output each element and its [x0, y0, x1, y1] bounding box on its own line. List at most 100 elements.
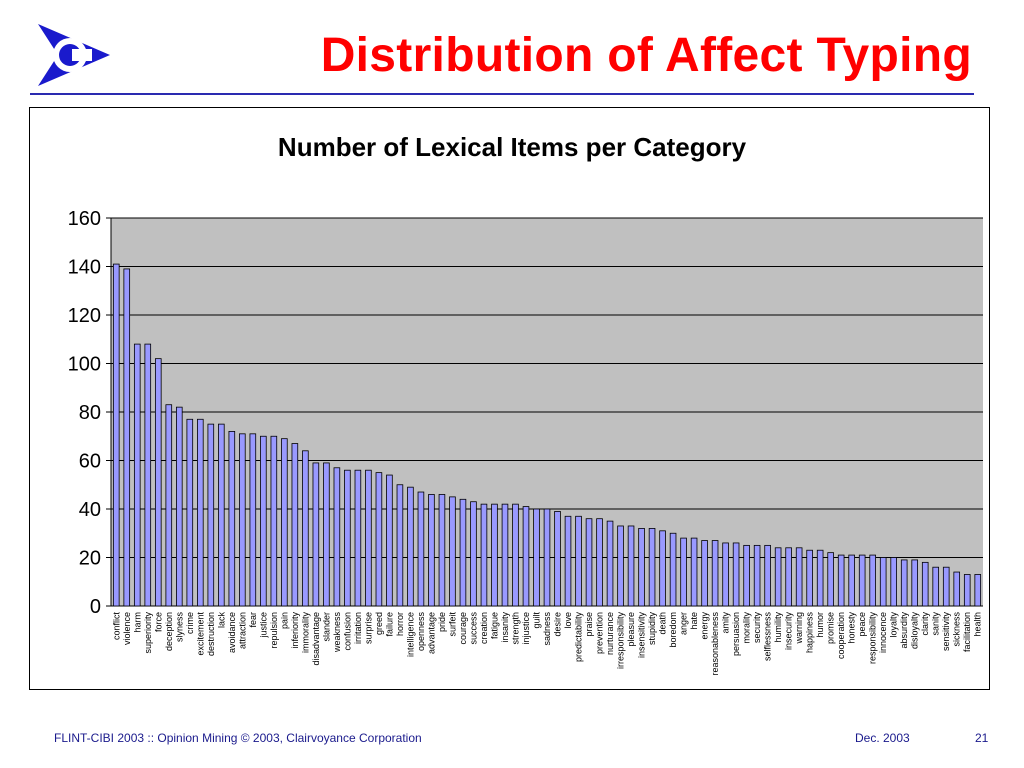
category-label: force [153, 612, 163, 632]
bar [175, 406, 183, 607]
bar [365, 469, 372, 607]
category-label: slyness [174, 612, 184, 643]
bar [470, 501, 477, 607]
bar [186, 418, 194, 607]
bar [417, 491, 425, 607]
bar [459, 498, 467, 607]
bar [543, 508, 551, 607]
chart-title: Number of Lexical Items per Category [278, 132, 747, 162]
category-label: cooperation [836, 612, 846, 659]
category-label: love [563, 612, 573, 629]
bar [575, 515, 582, 607]
category-label: promise [826, 612, 836, 644]
category-label: boredom [668, 612, 678, 648]
category-label: attraction [237, 612, 247, 649]
category-label: courage [458, 612, 468, 645]
category-label: innocence [878, 612, 888, 653]
bar [701, 540, 708, 607]
category-label: immorality [300, 612, 310, 654]
bar [869, 554, 876, 607]
bar [879, 557, 887, 607]
bar [743, 544, 750, 607]
category-label: peace [857, 612, 867, 637]
bar [270, 435, 278, 607]
title-divider [30, 93, 974, 95]
bar [491, 503, 498, 607]
bar [228, 430, 236, 607]
bar [890, 557, 897, 607]
bar [512, 503, 519, 607]
bar [112, 263, 120, 607]
bar [722, 542, 729, 607]
bar [396, 484, 404, 607]
category-label: superiority [143, 612, 153, 654]
bar [407, 486, 414, 607]
slide-title: Distribution of Affect Typing [320, 29, 972, 82]
bar [123, 268, 131, 607]
bar [375, 472, 383, 607]
bar [239, 433, 246, 607]
bar [795, 547, 803, 607]
bar [533, 508, 540, 607]
bar [207, 423, 215, 607]
bar [585, 518, 593, 607]
y-tick-label: 0 [90, 596, 101, 618]
category-label: inferiority [290, 612, 300, 649]
bar [354, 469, 362, 607]
bar [774, 547, 782, 607]
category-label: clarity [920, 612, 930, 636]
bar [333, 467, 341, 607]
bar [900, 559, 908, 607]
category-label: disadvantage [311, 612, 321, 666]
category-label: desire [553, 612, 563, 637]
bar [648, 527, 656, 607]
category-label: anger [679, 612, 689, 635]
y-tick-label: 100 [68, 354, 101, 376]
bar [659, 530, 666, 607]
category-label: guilt [531, 612, 541, 629]
category-label: slander [321, 612, 331, 642]
category-label: avoidance [227, 612, 237, 653]
bar [806, 549, 813, 607]
category-label: openness [416, 612, 426, 652]
bar [942, 566, 950, 607]
bar [154, 358, 162, 607]
page-number: 21 [975, 731, 989, 745]
category-label: absurdity [899, 612, 909, 649]
category-label: strength [510, 612, 520, 645]
category-label: loyalty [889, 612, 899, 638]
bar [690, 537, 698, 607]
category-label: insecurity [784, 612, 794, 651]
category-label: excitement [195, 612, 205, 656]
category-label: harm [132, 612, 142, 633]
category-label: deception [164, 612, 174, 651]
y-tick-label: 60 [79, 451, 101, 473]
category-label: sanity [931, 612, 941, 636]
category-label: selflessness [763, 612, 773, 662]
bar-chart: Number of Lexical Items per Category 0 20 4… [68, 132, 983, 676]
bar [428, 494, 435, 607]
category-label: sickness [952, 612, 962, 647]
y-tick-label: 40 [79, 499, 101, 521]
category-label: fear [248, 612, 258, 628]
category-label: weakness [332, 612, 342, 654]
bar [449, 496, 456, 607]
bar [133, 343, 141, 607]
bar [554, 511, 561, 607]
category-label: security [752, 612, 762, 644]
bar [827, 552, 834, 607]
bar [165, 404, 173, 607]
category-label: persuasion [731, 612, 741, 656]
bar [785, 547, 792, 607]
category-label: facilitation [962, 612, 972, 652]
category-label: creation [479, 612, 489, 644]
bar [564, 515, 572, 607]
category-label: pleasure [626, 612, 636, 647]
category-label: lack [216, 612, 226, 629]
category-label: stupidity [647, 612, 657, 646]
bar [627, 525, 635, 607]
bar [281, 438, 288, 607]
bar [669, 532, 677, 607]
y-tick-label: 80 [79, 402, 101, 424]
category-label: surprise [363, 612, 373, 644]
